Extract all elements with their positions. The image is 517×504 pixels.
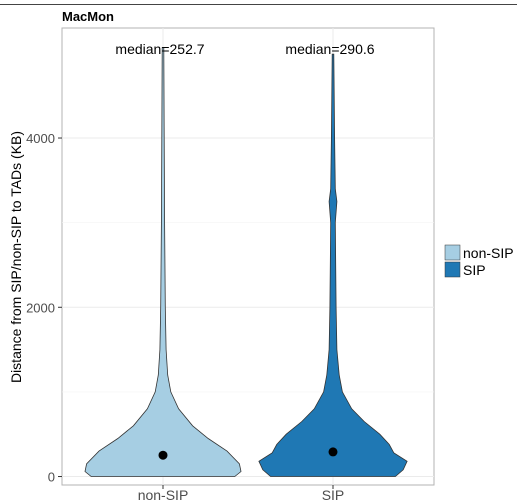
chart-title: MacMon [62,9,114,24]
y-tick-label-0: 0 [48,470,55,485]
y-tick-label-2000: 2000 [26,300,55,315]
x-axis: non-SIP SIP [138,485,345,503]
x-tick-label-SIP: SIP [322,487,345,503]
legend-key-SIP [444,261,461,278]
violin-SIP [258,53,408,477]
median-point-SIP [328,447,338,457]
median-labels: median=252.7 median=290.6 [115,41,374,57]
legend-label-non-SIP: non-SIP [463,245,514,261]
median-point-non-SIP [158,450,168,460]
panel-border [61,27,435,486]
legend-label-SIP: SIP [463,262,486,278]
median-points [158,447,338,460]
median-label-SIP: median=290.6 [285,41,374,57]
median-label-non-SIP: median=252.7 [115,41,204,57]
y-axis: 0 2000 4000 [26,131,62,485]
y-axis-label: Distance from SIP/non-SIP to TADs (KB) [8,131,24,383]
y-tick-label-4000: 4000 [26,131,55,146]
violin-non-SIP [84,47,242,477]
x-tick-label-non-SIP: non-SIP [138,487,189,503]
legend-key-non-SIP [444,244,461,261]
plot-area: median=252.7 median=290.6 [61,27,435,486]
violins [84,47,408,477]
